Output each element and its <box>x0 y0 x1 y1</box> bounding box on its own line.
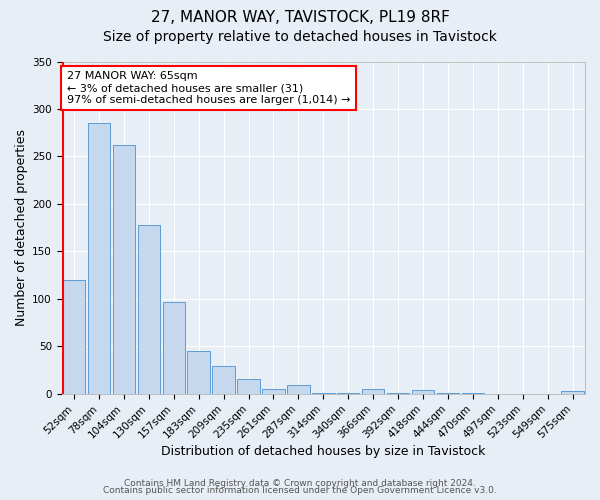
Bar <box>437 393 459 394</box>
Bar <box>113 145 135 394</box>
Text: Contains public sector information licensed under the Open Government Licence v3: Contains public sector information licen… <box>103 486 497 495</box>
Bar <box>137 225 160 394</box>
Bar <box>461 393 484 394</box>
Bar <box>238 378 260 394</box>
Bar <box>362 389 385 394</box>
Text: 27 MANOR WAY: 65sqm
← 3% of detached houses are smaller (31)
97% of semi-detache: 27 MANOR WAY: 65sqm ← 3% of detached hou… <box>67 72 350 104</box>
Bar <box>387 393 409 394</box>
Bar <box>88 123 110 394</box>
Bar <box>163 302 185 394</box>
Bar <box>412 390 434 394</box>
Bar <box>262 389 284 394</box>
Bar <box>312 393 335 394</box>
Text: Contains HM Land Registry data © Crown copyright and database right 2024.: Contains HM Land Registry data © Crown c… <box>124 478 476 488</box>
Y-axis label: Number of detached properties: Number of detached properties <box>15 129 28 326</box>
X-axis label: Distribution of detached houses by size in Tavistock: Distribution of detached houses by size … <box>161 444 485 458</box>
Text: Size of property relative to detached houses in Tavistock: Size of property relative to detached ho… <box>103 30 497 44</box>
Text: 27, MANOR WAY, TAVISTOCK, PL19 8RF: 27, MANOR WAY, TAVISTOCK, PL19 8RF <box>151 10 449 25</box>
Bar <box>562 391 584 394</box>
Bar <box>212 366 235 394</box>
Bar <box>287 385 310 394</box>
Bar <box>63 280 85 394</box>
Bar <box>337 393 359 394</box>
Bar <box>187 351 210 394</box>
